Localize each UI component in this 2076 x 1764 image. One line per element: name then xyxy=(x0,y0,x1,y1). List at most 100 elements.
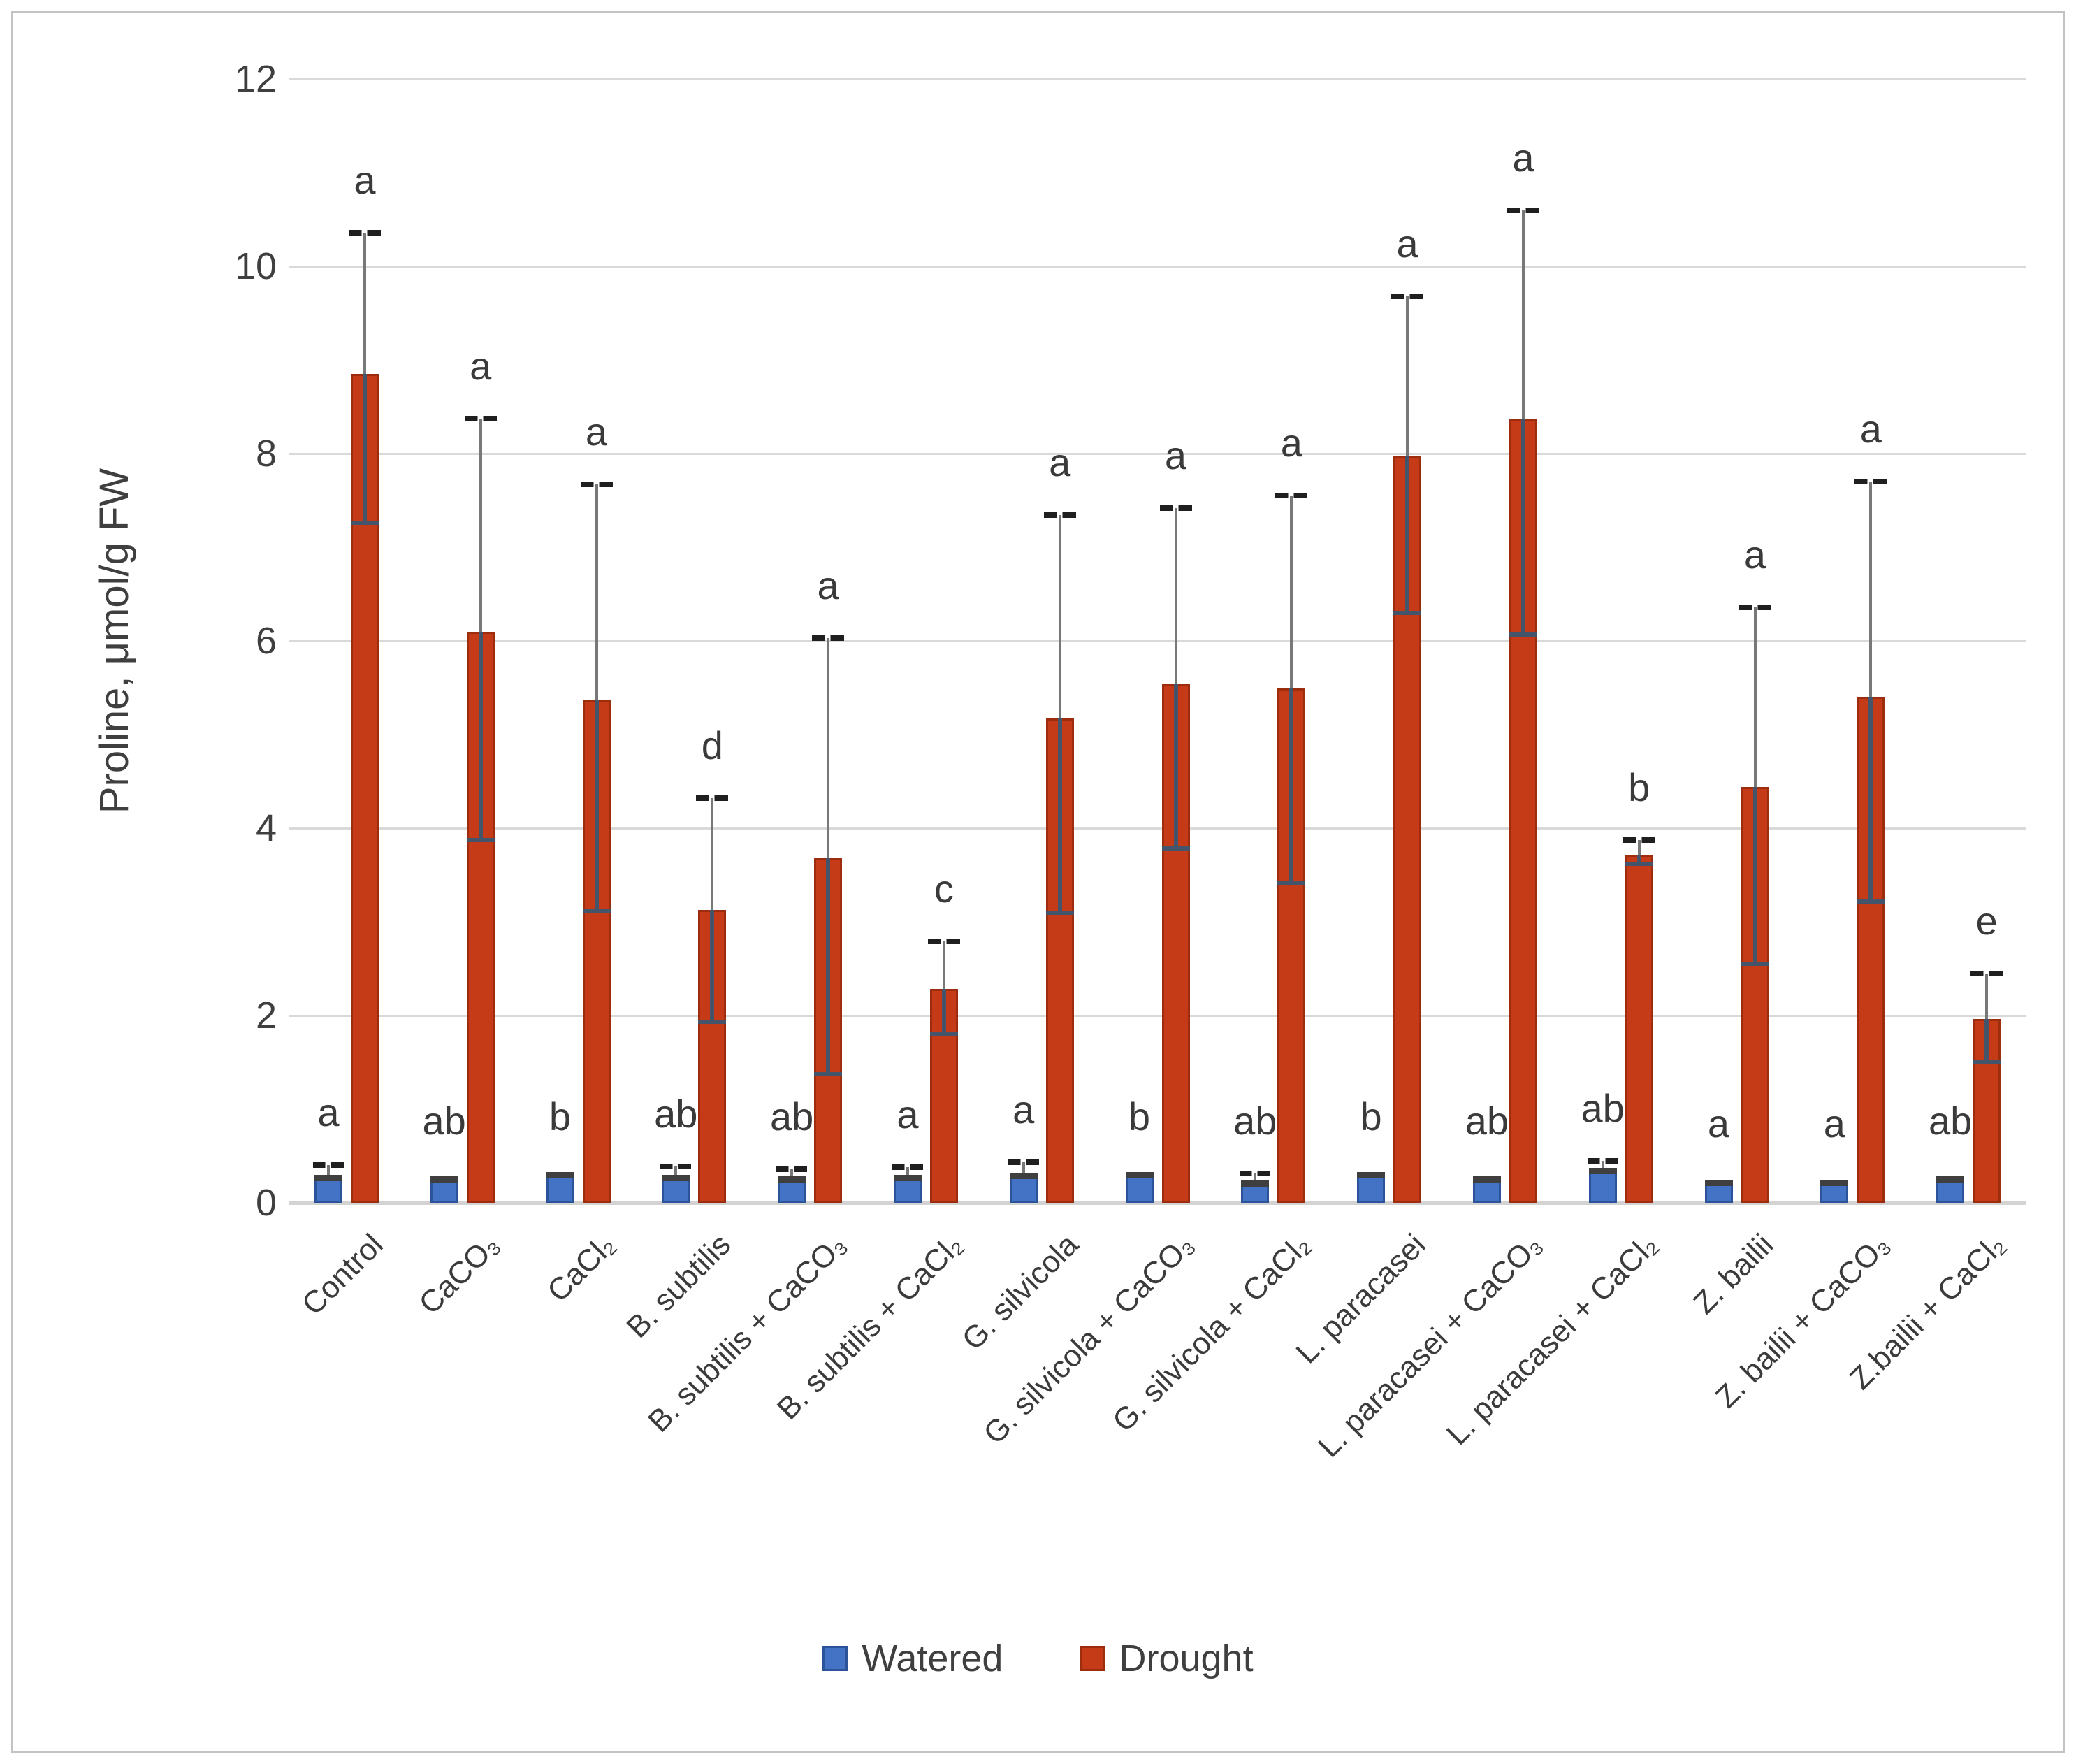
drought-error-cap-top xyxy=(812,635,845,641)
drought-error-bar-inner xyxy=(826,857,831,1075)
legend-item-watered: Watered xyxy=(822,1637,1003,1680)
drought-error-cap-top xyxy=(580,482,613,488)
drought-error-cap-bottom xyxy=(1045,910,1074,915)
drought-error-bar-inner xyxy=(1520,419,1525,635)
watered-error-cap-top xyxy=(892,1164,923,1171)
drought-error-cap-bottom xyxy=(1277,880,1306,885)
watered-swatch-icon xyxy=(822,1646,848,1671)
drought-error-cap-bottom xyxy=(1741,962,1769,967)
watered-error-cap xyxy=(778,1176,806,1183)
drought-error-bar-inner xyxy=(1868,697,1873,902)
significance-letter-drought: a xyxy=(585,410,608,454)
drought-error-bar-inner xyxy=(710,909,715,1022)
gridline xyxy=(289,827,2026,830)
watered-error-cap xyxy=(1241,1180,1270,1187)
drought-error-bar-upper xyxy=(1753,607,1757,788)
watered-error-cap xyxy=(893,1174,922,1181)
drought-error-bar-upper xyxy=(363,232,366,375)
drought-bar xyxy=(929,989,958,1203)
significance-letter-watered: b xyxy=(1360,1094,1382,1138)
drought-error-cap-top xyxy=(464,416,497,422)
drought-error-bar-upper xyxy=(1985,973,1989,1020)
drought-error-cap-bottom xyxy=(929,1032,958,1036)
drought-error-cap-top xyxy=(927,939,960,945)
y-tick-label: 4 xyxy=(255,807,277,849)
watered-error-cap xyxy=(1588,1168,1617,1175)
drought-error-bar-inner xyxy=(1057,718,1062,913)
watered-error-cap xyxy=(1125,1171,1154,1178)
legend-item-drought: Drought xyxy=(1080,1637,1254,1680)
watered-error-cap xyxy=(546,1171,574,1178)
significance-letter-drought: c xyxy=(934,867,954,911)
significance-letter-drought: d xyxy=(701,723,723,768)
significance-letter-watered: a xyxy=(897,1092,919,1137)
significance-letter-watered: b xyxy=(549,1094,572,1138)
significance-letter-watered: ab xyxy=(1233,1099,1277,1143)
significance-letter-drought: b xyxy=(1628,765,1650,810)
drought-error-bar-inner xyxy=(478,631,483,841)
gridline xyxy=(289,1015,2026,1017)
significance-letter-drought: a xyxy=(1859,407,1882,451)
watered-error-bar xyxy=(1254,1173,1257,1180)
legend: Watered Drought xyxy=(0,1637,2076,1680)
drought-error-bar-inner xyxy=(1984,1019,1989,1062)
drought-error-cap-top xyxy=(696,795,729,802)
significance-letter-watered: ab xyxy=(654,1091,698,1136)
significance-letter-drought: a xyxy=(470,344,492,389)
drought-error-bar-upper xyxy=(479,419,482,632)
drought-bar xyxy=(350,374,379,1203)
significance-letter-watered: b xyxy=(1128,1094,1151,1138)
drought-error-cap-bottom xyxy=(1393,610,1422,615)
drought-error-bar-inner xyxy=(1636,854,1641,864)
watered-error-cap xyxy=(662,1174,690,1181)
watered-error-bar xyxy=(790,1169,794,1177)
significance-letter-watered: ab xyxy=(1465,1099,1509,1143)
gridline xyxy=(289,78,2026,80)
drought-error-cap-bottom xyxy=(1973,1060,2001,1064)
significance-letter-watered: a xyxy=(317,1090,340,1135)
drought-error-cap-top xyxy=(1854,479,1887,485)
x-axis-line xyxy=(289,1201,2026,1205)
y-tick-label: 12 xyxy=(234,58,277,100)
drought-swatch-icon xyxy=(1080,1646,1105,1671)
drought-error-cap-bottom xyxy=(1857,899,1885,904)
drought-error-bar-inner xyxy=(1405,455,1410,613)
significance-letter-drought: a xyxy=(1512,135,1534,180)
watered-error-cap-top xyxy=(1240,1171,1271,1177)
watered-error-cap xyxy=(314,1174,342,1181)
drought-error-cap-bottom xyxy=(466,838,495,843)
watered-error-cap xyxy=(430,1176,458,1183)
significance-letter-drought: a xyxy=(1164,433,1187,477)
watered-error-bar xyxy=(906,1167,909,1175)
watered-error-cap-top xyxy=(660,1163,692,1169)
gridline xyxy=(289,640,2026,642)
drought-error-bar-inner xyxy=(594,700,599,911)
drought-error-bar-upper xyxy=(595,484,598,700)
significance-letter-watered: a xyxy=(1823,1101,1845,1146)
y-tick-label: 10 xyxy=(234,245,277,287)
drought-error-bar-upper xyxy=(1406,296,1409,456)
drought-error-cap-top xyxy=(1623,837,1655,844)
y-tick-label: 8 xyxy=(255,433,277,475)
significance-letter-watered: ab xyxy=(422,1099,466,1143)
drought-error-cap-bottom xyxy=(1509,632,1537,637)
significance-letter-drought: a xyxy=(1396,221,1418,266)
watered-error-cap xyxy=(1936,1176,1965,1183)
drought-error-bar-inner xyxy=(1289,688,1294,883)
chart-frame xyxy=(11,11,2065,1753)
watered-error-cap xyxy=(1820,1179,1849,1186)
significance-letter-drought: a xyxy=(1049,440,1071,485)
drought-error-bar-upper xyxy=(1869,482,1873,697)
legend-label-watered: Watered xyxy=(862,1638,1003,1679)
y-tick-label: 0 xyxy=(255,1182,277,1224)
drought-error-cap-top xyxy=(1043,512,1076,519)
watered-error-cap-top xyxy=(312,1162,344,1169)
drought-error-cap-top xyxy=(1159,505,1192,511)
significance-letter-drought: a xyxy=(817,563,839,607)
watered-error-bar xyxy=(326,1165,330,1175)
drought-error-bar-inner xyxy=(941,989,946,1034)
y-tick-label: 2 xyxy=(255,995,277,1036)
watered-error-bar xyxy=(674,1166,678,1175)
drought-error-cap-top xyxy=(348,229,381,236)
significance-letter-watered: a xyxy=(1012,1087,1035,1132)
